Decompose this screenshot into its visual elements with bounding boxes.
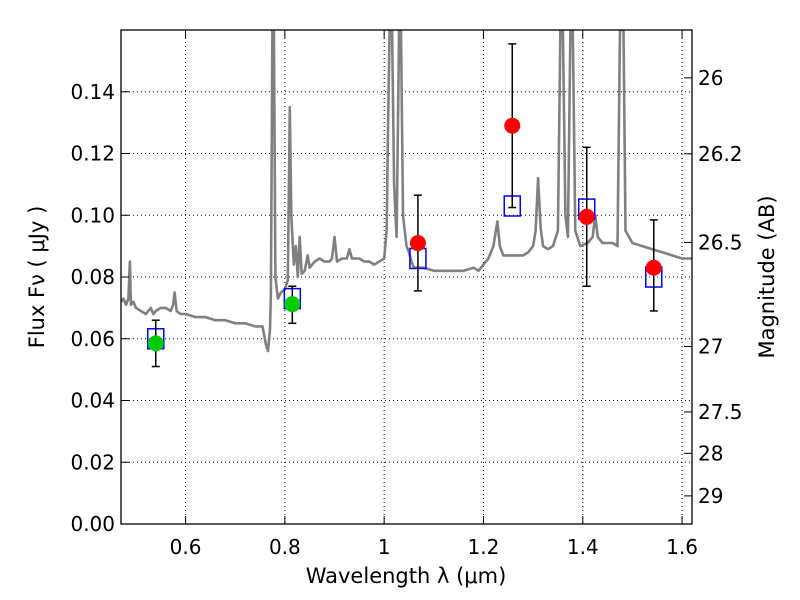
x-tick-label: 0.8 [269, 535, 301, 559]
y-tick-label: 0.00 [70, 512, 115, 536]
observed-nir-point [645, 259, 662, 276]
observed-nir-point [504, 117, 521, 134]
markers [147, 43, 663, 368]
x-tick-label: 1 [378, 535, 391, 559]
mag-tick-label: 26.5 [698, 230, 743, 254]
observed-nir-point [409, 235, 426, 252]
mag-tick-label: 26.2 [698, 142, 743, 166]
x-tick-label: 1.2 [468, 535, 500, 559]
axis-ticks: 0.6 0.8 1 1.2 1.4 1.6 0.00 0.02 0.04 0.06 0.08 0.10… [70, 30, 743, 559]
mag-tick-label: 26 [698, 66, 723, 90]
observed-optical-point [147, 335, 164, 352]
y-tick-label: 0.08 [70, 265, 115, 289]
y-tick-label: 0.06 [70, 327, 115, 351]
x-tick-label: 1.4 [567, 535, 599, 559]
plot-frame [120, 29, 693, 525]
gridlines [121, 30, 692, 525]
x-tick-label: 0.6 [170, 535, 202, 559]
mag-tick-label: 27.5 [698, 400, 743, 424]
mag-tick-label: 27 [698, 334, 723, 358]
y-tick-label: 0.12 [70, 142, 115, 166]
mag-tick-label: 28 [698, 441, 723, 465]
y-tick-label: 0.04 [70, 389, 115, 413]
observed-nir-point [578, 208, 595, 225]
x-tick-label: 1.6 [666, 535, 698, 559]
observed-optical-point [284, 296, 301, 313]
mag-tick-label: 29 [698, 484, 723, 508]
y-axis-label: Flux Fν ( μJy ) [25, 206, 49, 349]
y-tick-label: 0.10 [70, 203, 115, 227]
plot-area [121, 30, 692, 353]
y-tick-label: 0.14 [70, 80, 115, 104]
sed-model-line [121, 30, 692, 353]
right-axis-label: Magnitude (AB) [755, 195, 779, 358]
x-axis-label: Wavelength λ (μm) [306, 564, 507, 588]
y-tick-label: 0.02 [70, 450, 115, 474]
